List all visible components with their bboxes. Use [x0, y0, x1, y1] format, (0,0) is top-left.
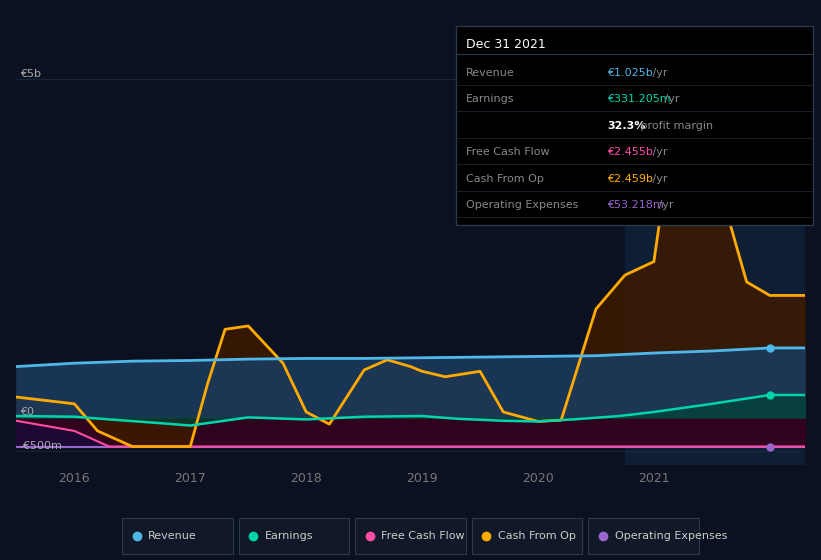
Text: Earnings: Earnings: [264, 531, 314, 541]
Text: €0: €0: [20, 407, 34, 417]
Text: Dec 31 2021: Dec 31 2021: [466, 38, 545, 50]
Text: Revenue: Revenue: [148, 531, 197, 541]
Text: -€500m: -€500m: [20, 441, 62, 451]
Text: Earnings: Earnings: [466, 95, 514, 104]
Text: €2.455b: €2.455b: [608, 147, 654, 157]
Text: €2.459b: €2.459b: [608, 174, 654, 184]
Text: €331.205m: €331.205m: [608, 95, 671, 104]
Text: Operating Expenses: Operating Expenses: [466, 200, 578, 211]
Text: /yr: /yr: [661, 95, 679, 104]
Text: Cash From Op: Cash From Op: [498, 531, 576, 541]
Text: €5b: €5b: [20, 69, 41, 78]
Text: €53.218m: €53.218m: [608, 200, 664, 211]
Text: /yr: /yr: [655, 200, 673, 211]
Text: Free Cash Flow: Free Cash Flow: [382, 531, 465, 541]
Text: profit margin: profit margin: [637, 121, 713, 131]
Text: /yr: /yr: [649, 147, 667, 157]
Bar: [625, 45, 805, 465]
Text: €1.025b: €1.025b: [608, 68, 654, 78]
Text: Cash From Op: Cash From Op: [466, 174, 544, 184]
Text: /yr: /yr: [649, 174, 667, 184]
Text: Free Cash Flow: Free Cash Flow: [466, 147, 549, 157]
Text: /yr: /yr: [649, 68, 667, 78]
Text: Operating Expenses: Operating Expenses: [615, 531, 727, 541]
Text: Revenue: Revenue: [466, 68, 514, 78]
Text: 32.3%: 32.3%: [608, 121, 646, 131]
